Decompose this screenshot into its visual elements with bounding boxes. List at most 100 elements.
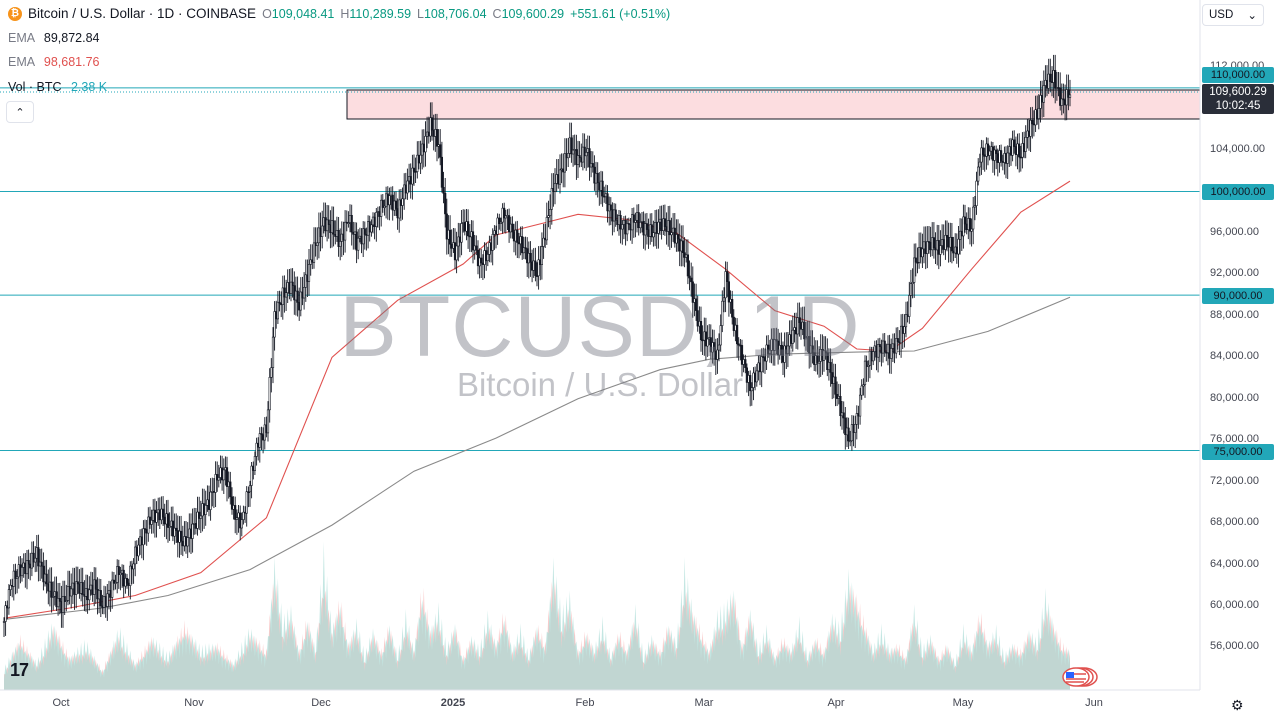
candle-body (106, 593, 109, 607)
candle-body (1054, 70, 1057, 89)
candle-body (335, 230, 339, 237)
price-tick: 96,000.00 (1210, 225, 1259, 238)
candle-body (119, 572, 122, 576)
candle-body (230, 496, 234, 510)
candle-body (996, 153, 999, 163)
candle-body (196, 511, 199, 529)
candle-body (350, 215, 353, 233)
candle-body (445, 213, 448, 240)
candle-body (412, 167, 416, 172)
candle-body (424, 136, 427, 153)
candle-body (184, 536, 188, 547)
candle-body (73, 582, 76, 595)
candle-body (993, 149, 996, 161)
candle-body (973, 205, 976, 208)
ema1-legend[interactable]: EMA 89,872.84 (8, 31, 100, 45)
currency-select[interactable]: USD ⌄ (1202, 4, 1264, 26)
candle-body (529, 253, 532, 263)
candle-body (816, 355, 819, 364)
candle-body (686, 254, 689, 277)
time-tick: 2025 (440, 697, 466, 709)
level-75k-tag: 75,000.00 (1202, 444, 1274, 460)
candle-body (542, 237, 545, 247)
candle-body (383, 205, 386, 208)
candle-body (904, 314, 908, 328)
candle-body (745, 367, 748, 383)
candle-body (548, 209, 552, 216)
candle-body (644, 223, 647, 236)
collapse-legend-button[interactable]: ⌃ (6, 101, 34, 123)
candle-body (611, 209, 614, 222)
candle-body (193, 523, 196, 525)
candle-body (1037, 108, 1040, 119)
level-90k-tag: 90,000.00 (1202, 288, 1274, 304)
candle-body (332, 220, 335, 235)
candle-body (327, 219, 330, 225)
candle-body (273, 311, 276, 338)
candle-body (1059, 87, 1062, 106)
candle-body (56, 597, 60, 608)
candle-body (339, 241, 342, 247)
candle-body (609, 204, 612, 210)
candle-body (78, 583, 81, 594)
candle-body (786, 345, 789, 354)
candle-body (111, 579, 114, 598)
candle-body (796, 317, 799, 335)
candle-body (357, 237, 360, 251)
bitcoin-icon: ₿ (8, 6, 22, 21)
candle-body (139, 536, 142, 546)
candle-body (726, 271, 729, 282)
volume-legend[interactable]: Vol · BTC 2.38 K (8, 80, 107, 94)
candle-body (932, 237, 935, 249)
candle-body (791, 329, 794, 344)
candle-body (25, 560, 29, 575)
candle-body (722, 297, 726, 302)
candle-body (401, 198, 404, 206)
candle-body (931, 237, 934, 251)
ema2-legend[interactable]: EMA 98,681.76 (8, 55, 100, 69)
candle-body (852, 424, 855, 433)
candle-body (803, 321, 806, 340)
candle-body (950, 237, 953, 252)
candle-body (417, 154, 421, 164)
us-flag-icon[interactable] (1056, 667, 1098, 687)
candle-body (173, 527, 176, 537)
candle-body (52, 596, 55, 598)
candle-body (626, 223, 629, 235)
candle-body (680, 240, 683, 252)
candle-body (694, 298, 698, 311)
settings-gear-icon[interactable]: ⚙ (1231, 697, 1244, 713)
candle-body (242, 511, 245, 520)
candle-body (175, 527, 178, 531)
candle-body (458, 236, 462, 243)
candle-body (27, 560, 30, 565)
candle-body (99, 590, 102, 607)
candle-body (614, 209, 617, 221)
candle-body (934, 247, 937, 251)
candle-body (983, 154, 986, 157)
candle-body (545, 217, 548, 241)
ema2-label: EMA (8, 55, 35, 69)
volume-label: Vol · BTC (8, 80, 62, 94)
candle-body (637, 212, 640, 228)
level-110k-tag: 110,000.00 (1202, 67, 1274, 83)
candle-body (583, 146, 586, 157)
candle-body (863, 360, 867, 386)
candle-body (58, 597, 61, 602)
candle-body (406, 180, 409, 194)
candle-body (921, 248, 924, 258)
candle-body (496, 217, 499, 235)
candle-body (1065, 89, 1068, 106)
tradingview-logo[interactable]: 17 (10, 660, 29, 680)
candle-body (890, 348, 893, 359)
candle-body (581, 146, 584, 163)
candle-body (76, 581, 79, 585)
candle-body (89, 584, 92, 591)
candle-body (507, 215, 511, 233)
candle-body (61, 595, 65, 613)
candle-body (916, 261, 919, 264)
symbol-title[interactable]: Bitcoin / U.S. Dollar · 1D · COINBASE (28, 6, 257, 21)
chevron-down-icon: ⌄ (1247, 10, 1257, 22)
candle-body (899, 325, 903, 344)
